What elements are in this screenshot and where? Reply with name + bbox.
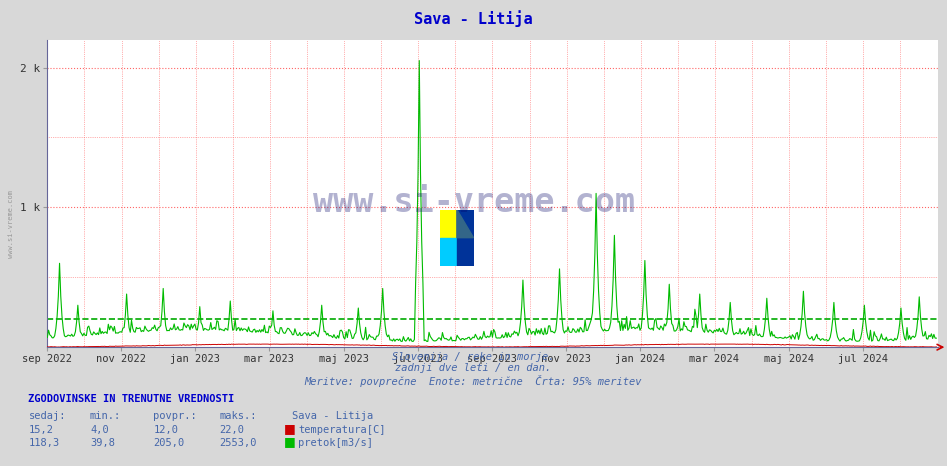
Text: www.si-vreme.com: www.si-vreme.com: [9, 190, 14, 258]
Text: sedaj:: sedaj:: [28, 411, 66, 421]
Text: 22,0: 22,0: [220, 425, 244, 435]
Text: pretok[m3/s]: pretok[m3/s]: [298, 438, 373, 448]
Text: Meritve: povprečne  Enote: metrične  Črta: 95% meritev: Meritve: povprečne Enote: metrične Črta:…: [305, 375, 642, 387]
Text: ■: ■: [284, 422, 295, 435]
Text: 205,0: 205,0: [153, 438, 185, 448]
Text: 118,3: 118,3: [28, 438, 60, 448]
Bar: [440, 210, 457, 238]
Text: min.:: min.:: [90, 411, 121, 421]
Text: ■: ■: [284, 435, 295, 448]
Text: zadnji dve leti / en dan.: zadnji dve leti / en dan.: [396, 363, 551, 373]
Polygon shape: [457, 210, 474, 238]
Text: maks.:: maks.:: [220, 411, 258, 421]
Text: 15,2: 15,2: [28, 425, 53, 435]
Bar: [457, 210, 474, 266]
Text: 2553,0: 2553,0: [220, 438, 258, 448]
Text: Sava - Litija: Sava - Litija: [292, 411, 373, 421]
Text: www.si-vreme.com: www.si-vreme.com: [313, 186, 634, 219]
Text: 39,8: 39,8: [90, 438, 115, 448]
Bar: [440, 238, 457, 266]
Text: povpr.:: povpr.:: [153, 411, 197, 421]
Text: 12,0: 12,0: [153, 425, 178, 435]
Text: 4,0: 4,0: [90, 425, 109, 435]
Text: Slovenija / reke in morje.: Slovenija / reke in morje.: [392, 352, 555, 362]
Text: ZGODOVINSKE IN TRENUTNE VREDNOSTI: ZGODOVINSKE IN TRENUTNE VREDNOSTI: [28, 394, 235, 404]
Text: temperatura[C]: temperatura[C]: [298, 425, 385, 435]
Text: Sava - Litija: Sava - Litija: [414, 10, 533, 27]
